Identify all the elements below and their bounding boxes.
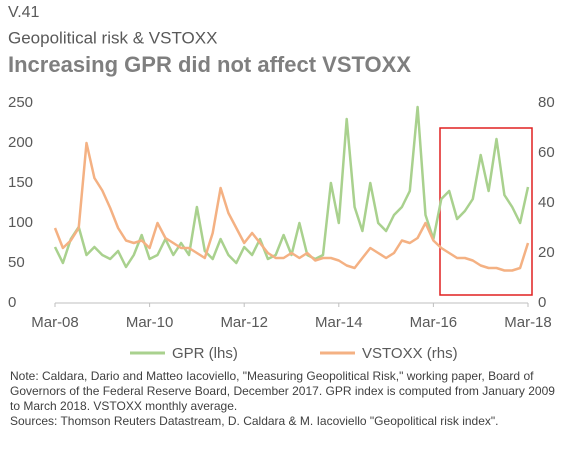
legend-label: VSTOXX (rhs) xyxy=(362,345,458,362)
y2-tick-label: 80 xyxy=(538,94,555,111)
y-tick-label: 250 xyxy=(8,94,33,111)
y-tick-label: 100 xyxy=(8,214,33,231)
sources: Sources: Thomson Reuters Datastream, D. … xyxy=(10,414,499,428)
x-tick-label: Mar-18 xyxy=(504,314,552,331)
chart-title: Increasing GPR did not affect VSTOXX xyxy=(8,52,411,77)
x-tick-label: Mar-08 xyxy=(31,314,79,331)
y-tick-label: 150 xyxy=(8,174,33,191)
y-tick-label: 0 xyxy=(8,294,16,311)
series-line xyxy=(53,105,530,269)
y2-tick-label: 60 xyxy=(538,144,555,161)
y2-tick-label: 0 xyxy=(538,294,546,311)
x-tick-label: Mar-16 xyxy=(410,314,458,331)
legend-label: GPR (lhs) xyxy=(172,345,238,362)
x-tick-label: Mar-12 xyxy=(220,314,268,331)
y2-tick-label: 40 xyxy=(538,194,555,211)
y-tick-label: 50 xyxy=(8,254,25,271)
chart-subtitle: Geopolitical risk & VSTOXX xyxy=(8,28,217,47)
y-tick-label: 200 xyxy=(8,134,33,151)
chart-label: V.41 xyxy=(8,4,40,21)
notes: Note: Caldara, Dario and Matteo Iacoviel… xyxy=(10,369,562,429)
y2-tick-label: 20 xyxy=(538,244,555,261)
series-line xyxy=(53,141,530,272)
chart: V.41 Geopolitical risk & VSTOXX Increasi… xyxy=(8,4,555,362)
x-tick-label: Mar-10 xyxy=(126,314,174,331)
x-tick-label: Mar-14 xyxy=(315,314,363,331)
note: Note: Caldara, Dario and Matteo Iacoviel… xyxy=(10,369,555,413)
